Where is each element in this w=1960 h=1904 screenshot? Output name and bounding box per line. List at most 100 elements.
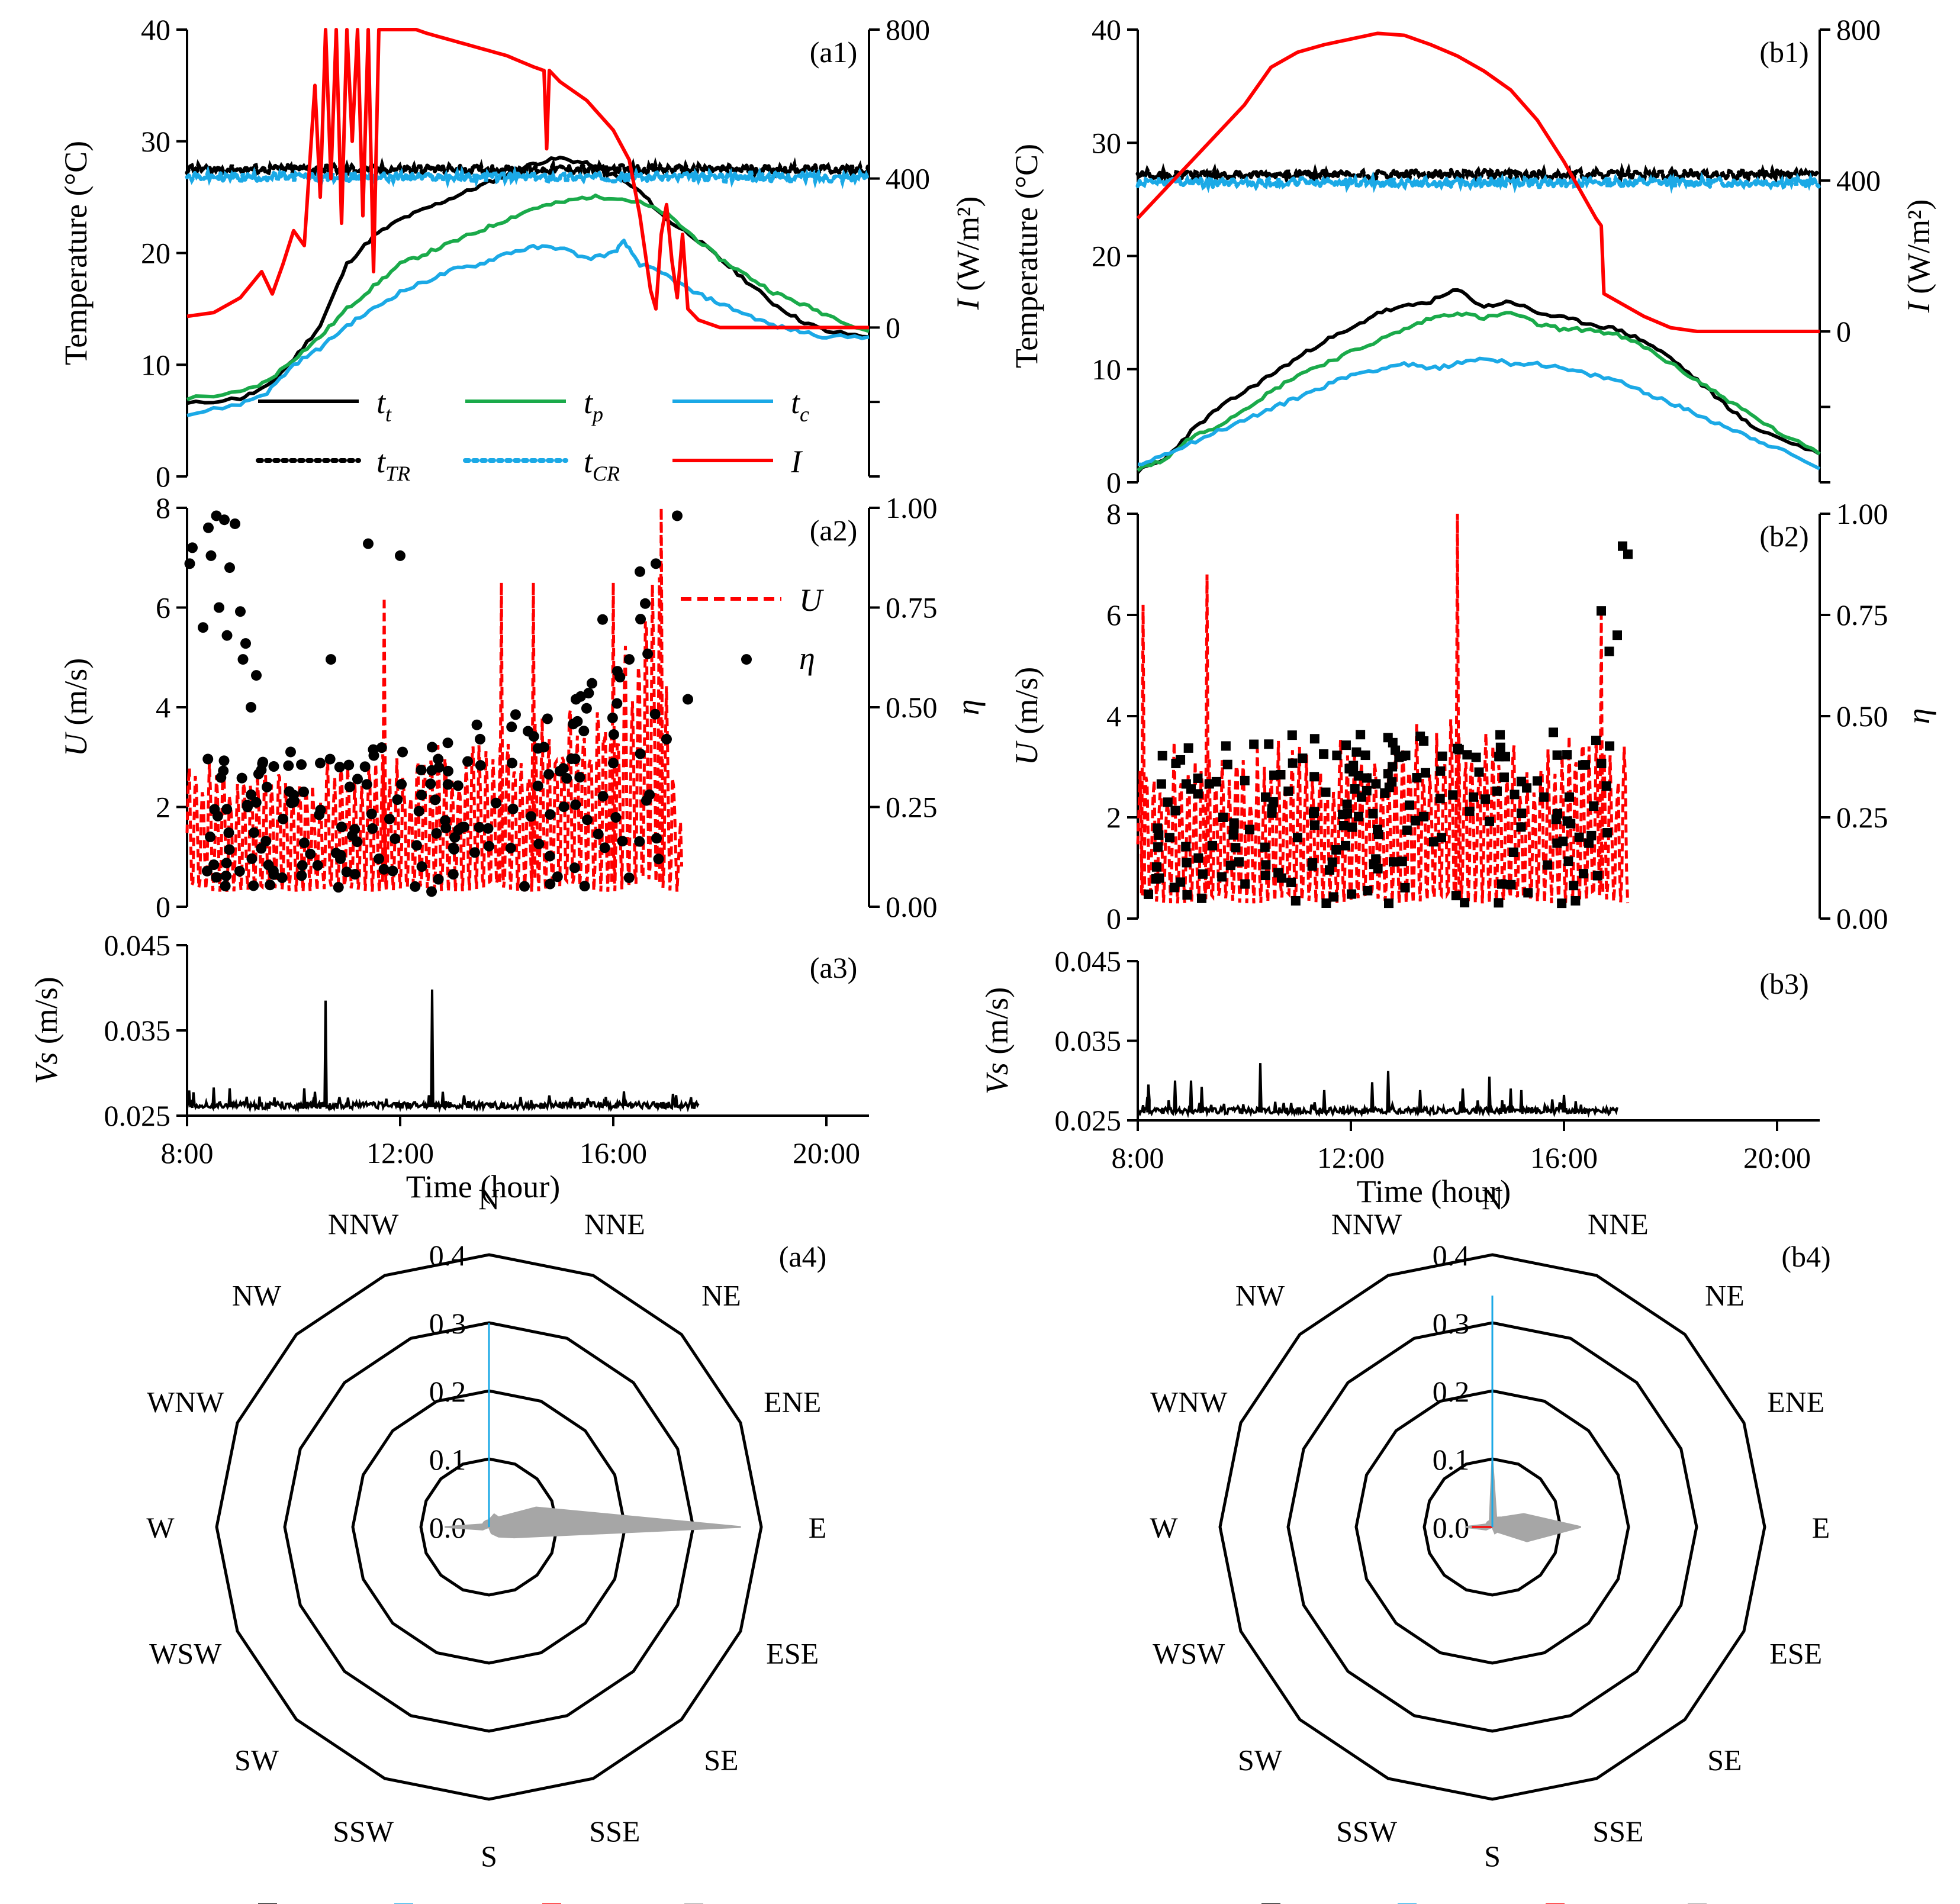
a2-eta-point	[250, 797, 262, 808]
a2-eta-point	[452, 780, 464, 791]
a2-eta-point	[608, 729, 619, 740]
b2-series-U	[1136, 719, 1630, 904]
b2-eta-point	[1522, 783, 1532, 793]
a2-eta-point	[397, 746, 408, 758]
a2-eta-point	[359, 761, 371, 772]
b2-y-tick-label-right: 0.75	[1836, 598, 1888, 632]
b2-eta-point	[1574, 832, 1584, 842]
b2-eta-point	[1586, 830, 1597, 840]
a2-eta-point	[390, 833, 401, 845]
b1-y-tick-label-left: 20	[1092, 240, 1121, 273]
b2-eta-point	[1471, 752, 1481, 762]
b2-eta-point	[1154, 830, 1164, 840]
a2-eta-point	[220, 881, 231, 892]
a2-eta-point	[519, 881, 530, 892]
a2-y-label-rest: (m/s)	[58, 658, 94, 734]
a2-y-tick-label-left: 6	[156, 591, 170, 624]
a1-legend-sub: t	[385, 402, 392, 426]
a4-direction-E: E	[809, 1511, 827, 1544]
a2-eta-point	[224, 844, 235, 855]
b2-eta-point	[1287, 730, 1297, 740]
b2-eta-point	[1569, 881, 1579, 891]
a2-eta-point	[187, 542, 198, 553]
b2-eta-point	[1428, 837, 1438, 847]
a4-legend-label-1: 5-7.5	[420, 1897, 482, 1904]
b4-ring-label: 0.1	[1433, 1443, 1470, 1476]
a2-eta-point	[251, 670, 262, 681]
b2-eta-point	[1481, 794, 1491, 804]
b2-eta-point	[1260, 842, 1270, 852]
a2-eta-point	[296, 759, 307, 770]
a2-eta-point	[506, 721, 517, 733]
a2-eta-point	[285, 746, 296, 758]
a2-eta-point	[484, 840, 495, 852]
b4-ring-label: 0.3	[1433, 1307, 1470, 1340]
b2-eta-point	[1405, 800, 1414, 810]
b2-eta-point	[1469, 792, 1478, 802]
a2-eta-point	[209, 804, 220, 815]
a4-direction-NNW: NNW	[328, 1207, 399, 1241]
b2-eta-point	[1602, 828, 1613, 838]
a2-eta-point	[651, 558, 661, 569]
a4-legend-label-3: 0-2.5	[710, 1897, 772, 1904]
a2-y-tick-label-left: 0	[156, 890, 170, 923]
a2-eta-point	[312, 860, 323, 871]
a2-eta-point	[184, 558, 195, 569]
a2-eta-point	[198, 622, 208, 633]
b4-legend-label-0: >4.5	[1288, 1897, 1341, 1904]
a2-eta-point	[411, 840, 422, 851]
b4-direction-ENE: ENE	[1767, 1386, 1824, 1419]
a2-eta-point	[433, 753, 444, 765]
a2-eta-point	[416, 790, 427, 801]
b2-eta-point	[1495, 742, 1505, 752]
b4-ring	[1354, 1389, 1630, 1665]
b2-eta-point	[1494, 752, 1504, 762]
b2-eta-point	[1492, 786, 1502, 796]
b2-eta-point	[1218, 813, 1228, 822]
b2-eta-point	[1170, 806, 1180, 816]
b4-series-0-1.5	[1465, 1458, 1581, 1542]
b2-eta-point	[1597, 606, 1606, 616]
b2-eta-point	[1605, 741, 1615, 751]
a2-eta-point	[612, 698, 623, 709]
a2-eta-point	[579, 881, 590, 892]
b2-eta-point	[1342, 799, 1352, 809]
b4-direction-ESE: ESE	[1769, 1636, 1822, 1670]
b2-eta-point	[1240, 879, 1250, 889]
a4-direction-SW: SW	[234, 1743, 279, 1776]
a2-eta-point	[440, 815, 451, 826]
a2-eta-point	[298, 786, 310, 797]
b2-eta-point	[1401, 750, 1411, 761]
b2-eta-point	[1435, 794, 1445, 804]
b4-direction-NW: NW	[1235, 1279, 1285, 1312]
b2-eta-point	[1157, 750, 1167, 761]
a1-y-tick-label-right: 400	[886, 162, 930, 195]
a2-eta-point	[427, 742, 437, 753]
a3-y-axis-label-left: Vs (m/s)	[28, 977, 64, 1084]
b2-eta-point	[1234, 857, 1244, 867]
a1-series-t_CR	[185, 165, 870, 189]
b2-eta-point	[1341, 840, 1350, 850]
b2-eta-point	[1360, 750, 1370, 761]
a2-eta-point	[223, 827, 234, 839]
a2-eta-point	[202, 753, 214, 765]
a1-y-right-label-italic: I	[950, 297, 986, 310]
a4-direction-SE: SE	[704, 1743, 738, 1776]
b3-x-tick-label: 16:00	[1530, 1141, 1598, 1174]
a2-eta-point	[507, 803, 519, 814]
a4-direction-ESE: ESE	[766, 1636, 819, 1670]
b2-eta-point	[1592, 871, 1602, 881]
a1-legend-label-1: tp	[584, 385, 603, 426]
a2-eta-point	[248, 880, 259, 891]
b3-x-tick-label: 12:00	[1317, 1141, 1385, 1174]
a2-eta-point	[218, 755, 230, 766]
a1-legend-sub: p	[591, 402, 603, 426]
b2-y-tick-label-right: 0.50	[1836, 700, 1888, 733]
b4-direction-WSW: WSW	[1153, 1636, 1225, 1670]
b2-eta-point	[1578, 869, 1588, 879]
a3-x-tick-label: 16:00	[580, 1136, 647, 1170]
a2-eta-point	[566, 753, 577, 765]
a2-eta-point	[581, 703, 592, 714]
b2-eta-point	[1325, 865, 1334, 875]
a2-eta-point	[352, 774, 363, 785]
